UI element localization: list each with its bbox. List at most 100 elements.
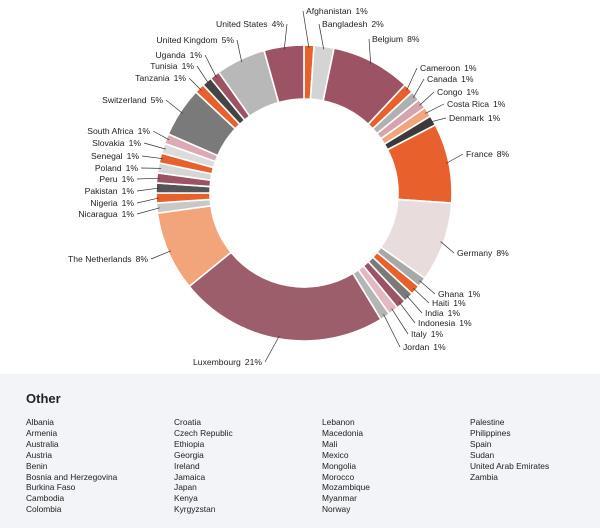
leader-line [419, 91, 435, 106]
slice-label-value: 1% [488, 113, 501, 123]
slice-label-value: 1% [355, 6, 368, 16]
slice-label-name: Poland [95, 163, 122, 173]
other-country-item: United Arab Emirates [470, 460, 550, 471]
other-country-item: Australia [26, 438, 59, 449]
leader-line [430, 117, 447, 123]
slice-label-value: 1% [448, 308, 461, 318]
leader-line [391, 308, 409, 335]
other-column-2: Croatia Czech Republic Ethiopia Georgia Irel… [174, 417, 233, 515]
leader-line [445, 153, 464, 164]
slice-label-name: Denmark [449, 113, 485, 123]
other-country-item: Ireland [174, 460, 200, 471]
leader-line [406, 67, 418, 91]
slice-label-value: 1% [459, 318, 472, 328]
leader-line [165, 99, 183, 114]
other-country-item: Jamaica [174, 471, 206, 482]
leader-line [283, 23, 288, 50]
slice-label: Ghana 1% [438, 289, 481, 299]
other-country-item: Kyrgyzstan [174, 504, 216, 515]
slice-label-value: 1% [433, 342, 446, 352]
slice-label: South Africa 1% [87, 126, 150, 136]
slice-label: Afghanistan 1% [306, 6, 368, 16]
other-country-item: Mali [322, 438, 338, 449]
slice-label-name: Costa Rica [447, 99, 489, 109]
other-country-item: Burkina Faso [26, 482, 76, 493]
slice-label-name: France [466, 149, 493, 159]
leader-line [318, 23, 325, 50]
leader-line [141, 155, 164, 160]
slice-label: Peru 1% [99, 174, 134, 184]
slice-label-value: 1% [138, 126, 151, 136]
other-country-item: Colombia [26, 504, 62, 515]
slice-label-name: Luxembourg [193, 357, 241, 367]
leader-line [204, 54, 217, 78]
other-country-item: Benin [26, 460, 48, 471]
leader-line [152, 130, 170, 141]
other-country-item: Bosnia and Herzegovina [26, 471, 118, 482]
other-country-item: Spain [470, 438, 492, 449]
slice-label-value: 8% [497, 149, 510, 159]
slice-label: Congo 1% [437, 87, 479, 97]
other-country-item: Mongolia [322, 460, 356, 471]
slice-label: France 8% [466, 149, 510, 159]
other-country-item: Japan [174, 482, 197, 493]
slice-label: Indonesia 1% [418, 318, 472, 328]
slice-label-value: 1% [182, 61, 195, 71]
slice-label-name: Tunisia [150, 61, 178, 71]
other-country-item: Myanmar [322, 493, 357, 504]
slice-label-value: 1% [466, 87, 479, 97]
slice-label-name: Indonesia [418, 318, 455, 328]
slice-label-value: 1% [431, 329, 444, 339]
slice-label-value: 1% [129, 138, 142, 148]
slice-label-value: 1% [453, 298, 466, 308]
leader-line [413, 288, 430, 304]
slice-label-name: Peru [99, 174, 117, 184]
slice-label-name: Switzerland [102, 95, 147, 105]
leader-line [150, 250, 172, 260]
leader-line [368, 38, 372, 65]
other-country-item: Austria [26, 449, 53, 460]
other-country-item: Czech Republic [174, 427, 233, 438]
slice-label: Italy 1% [411, 329, 444, 339]
other-country-item: Norway [322, 504, 351, 515]
slice-label-name: Jordan [403, 342, 429, 352]
other-country-item: Albania [26, 417, 54, 427]
leader-line [419, 280, 436, 295]
slice-label-name: South Africa [87, 126, 134, 136]
slice-label-name: Canada [427, 74, 457, 84]
other-country-item: Lebanon [322, 417, 355, 427]
slice-label-value: 8% [496, 248, 509, 258]
slice-united-states [263, 44, 305, 104]
other-country-item: Cambodia [26, 493, 65, 504]
other-country-item: Mozambique [322, 482, 370, 493]
slice-label-value: 1% [464, 63, 477, 73]
other-country-item: Kenya [174, 493, 198, 504]
leader-line [136, 177, 160, 180]
other-country-item: Mexico [322, 449, 349, 460]
slice-label-name: Afghanistan [306, 6, 352, 16]
other-country-item: Macedonia [322, 427, 363, 438]
other-column-1: Albania Armenia Australia Austria Benin Bosni… [26, 417, 117, 515]
slice-label-name: Senegal [91, 151, 123, 161]
slice-label-value: 1% [493, 99, 506, 109]
slice-luxembourg [188, 251, 382, 342]
other-column-4: Palestine Philippines Spain Sudan United Ara… [470, 417, 549, 482]
slice-label-name: Italy [411, 329, 427, 339]
slice-label-value: 1% [468, 289, 481, 299]
other-column-3: Lebanon Macedonia Mali Mexico Mongolia Morocc… [322, 417, 370, 515]
slice-label: India 1% [425, 308, 460, 318]
slice-label: Haiti 1% [432, 298, 466, 308]
slice-label-value: 1% [122, 209, 135, 219]
leader-line [196, 65, 209, 84]
leader-line [236, 39, 243, 63]
slice-label-value: 1% [122, 198, 135, 208]
slice-label-name: Nicaragua [78, 209, 117, 219]
slice-label: The Netherlands 8% [68, 254, 148, 264]
slice-label: Slovakia 1% [92, 138, 141, 148]
slice-label-name: Ghana [438, 289, 464, 299]
slice-label-value: 2% [371, 19, 384, 29]
leader-line [264, 335, 280, 363]
leader-line [399, 302, 416, 324]
slice-label-value: 1% [122, 186, 135, 196]
